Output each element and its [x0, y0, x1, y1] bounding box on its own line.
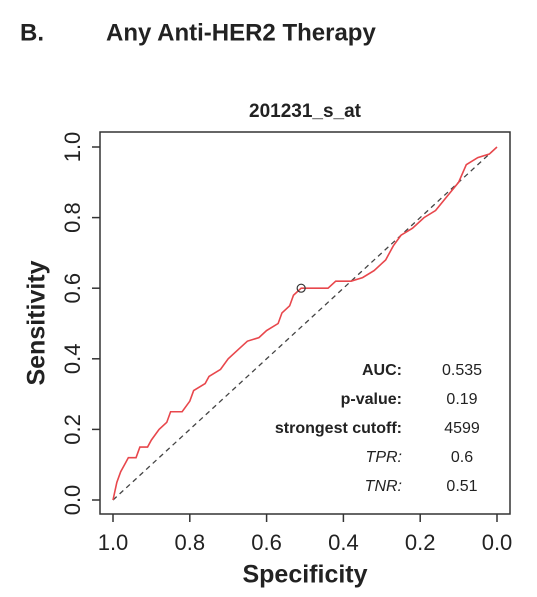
stat-label: p-value:: [341, 391, 402, 408]
stat-value: 0.535: [442, 362, 482, 379]
stat-value: 0.51: [446, 478, 477, 495]
stat-label: TPR:: [366, 449, 402, 466]
x-axis-label: Specificity: [242, 561, 367, 589]
stat-value: 4599: [444, 420, 480, 437]
y-tick-label: 0.2: [60, 414, 85, 445]
y-tick-label: 1.0: [60, 132, 85, 163]
x-tick-label: 0.6: [251, 530, 282, 555]
x-tick-label: 0.0: [482, 530, 513, 555]
panel-label: B.: [20, 19, 44, 46]
plot-frame: [99, 131, 511, 515]
stat-value: 0.6: [451, 449, 473, 466]
cutoff-point: [296, 283, 306, 293]
x-tick-label: 1.0: [98, 530, 129, 555]
panel-title: Any Anti-HER2 Therapy: [106, 19, 376, 46]
stat-label: TNR:: [365, 478, 402, 495]
chart-title: 201231_s_at: [249, 101, 362, 122]
y-tick-label: 0.6: [60, 273, 85, 304]
stat-value: 0.19: [446, 391, 477, 408]
y-tick-label: 0.4: [60, 344, 85, 375]
y-tick-label: 0.8: [60, 202, 85, 233]
reference-diagonal: [112, 146, 498, 501]
x-tick-label: 0.4: [328, 530, 359, 555]
y-tick-label: 0.0: [60, 485, 85, 516]
x-tick-label: 0.8: [175, 530, 206, 555]
y-axis-label: Sensitivity: [23, 260, 51, 385]
roc-curve: [112, 146, 498, 501]
x-tick-label: 0.2: [405, 530, 436, 555]
stat-label: strongest cutoff:: [275, 420, 402, 437]
stat-label: AUC:: [362, 362, 402, 379]
